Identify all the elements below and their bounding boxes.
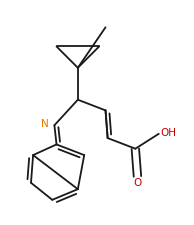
Text: O: O — [133, 178, 142, 188]
Text: N: N — [41, 119, 49, 129]
Text: OH: OH — [160, 128, 176, 138]
